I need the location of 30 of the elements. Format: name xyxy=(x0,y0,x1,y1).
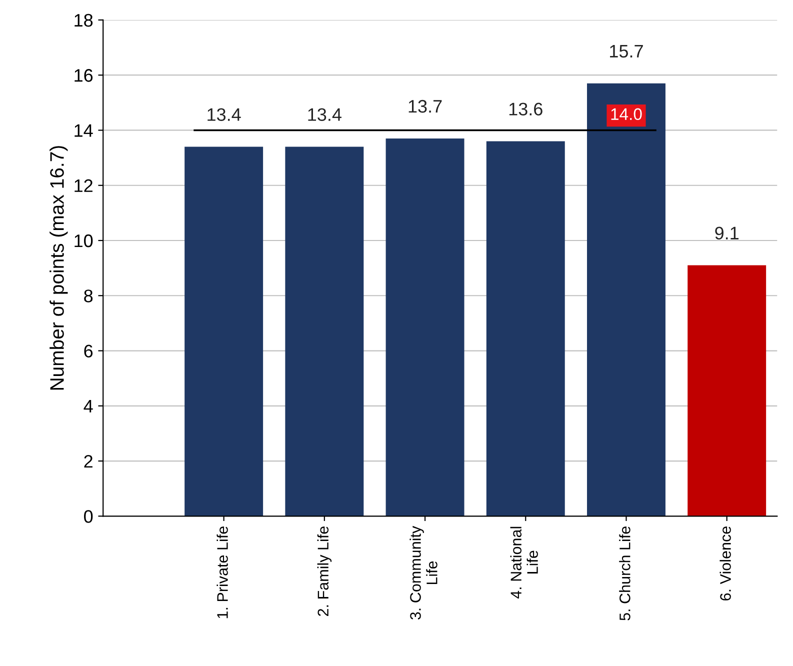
y-tick-label: 0 xyxy=(84,510,93,523)
y-tick-label: 18 xyxy=(74,14,93,27)
x-tick-label: 1. Private Life xyxy=(216,526,228,618)
data-label: 13.7 xyxy=(408,100,442,113)
bar xyxy=(486,141,565,516)
y-tick-label: 14 xyxy=(74,124,93,137)
y-tick-label: 2 xyxy=(84,454,92,468)
bar xyxy=(688,265,766,516)
y-tick-label: 12 xyxy=(74,179,92,192)
x-tick-label: 4. National Life xyxy=(510,526,538,599)
bar xyxy=(285,146,364,516)
data-label: 13.4 xyxy=(208,108,241,121)
bar xyxy=(184,146,264,516)
x-tick-label: 5. Church Life xyxy=(619,526,630,620)
data-label: 9.1 xyxy=(715,226,739,240)
data-label: 15.7 xyxy=(610,44,643,58)
data-label: 13.6 xyxy=(509,102,542,116)
y-tick-label: 10 xyxy=(74,234,93,248)
data-label: 13.4 xyxy=(308,108,342,121)
x-tick-label: 6. Violence xyxy=(720,526,731,600)
y-tick-label: 6 xyxy=(84,344,93,358)
x-tick-label: 2. Family Life xyxy=(317,526,332,616)
ref-line-label: 14.0 xyxy=(611,108,642,120)
y-axis-title: Number of points (max 16.7) xyxy=(50,146,68,390)
y-tick-label: 16 xyxy=(74,69,93,82)
y-tick-label: 4 xyxy=(84,400,93,412)
bar xyxy=(386,138,464,516)
bar xyxy=(587,83,666,516)
y-tick-label: 8 xyxy=(84,290,93,302)
x-tick-label: 3. Community Life xyxy=(410,526,438,620)
